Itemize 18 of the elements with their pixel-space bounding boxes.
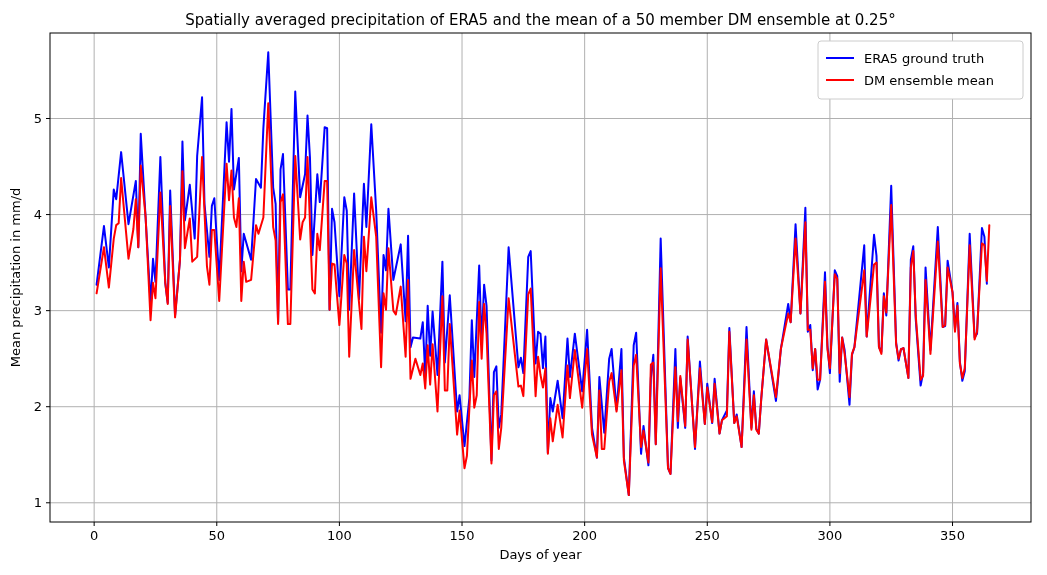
x-tick-label: 100	[326, 528, 352, 543]
chart-title: Spatially averaged precipitation of ERA5 and the mean of a 50 member DM ensemble at 0.25°	[185, 11, 896, 29]
y-tick-label: 3	[33, 303, 42, 319]
x-tick-label: 150	[449, 528, 475, 543]
y-tick-label: 2	[33, 399, 42, 415]
y-tick-label: 4	[33, 207, 42, 223]
x-axis-title: Days of year	[499, 547, 583, 562]
x-tick-label: 300	[817, 528, 843, 543]
y-tick-label: 5	[33, 111, 42, 127]
legend-label: DM ensemble mean	[864, 72, 994, 88]
y-tick-label: 1	[33, 495, 42, 511]
y-axis-title: Mean precipitation in mm/d	[8, 187, 23, 368]
x-tick-label: 250	[694, 528, 720, 543]
x-tick-label: 350	[940, 528, 965, 543]
x-tick-label: 0	[90, 528, 99, 543]
x-tick-label: 50	[208, 528, 226, 543]
x-tick-label: 200	[572, 528, 598, 543]
legend-label: ERA5 ground truth	[864, 50, 985, 66]
